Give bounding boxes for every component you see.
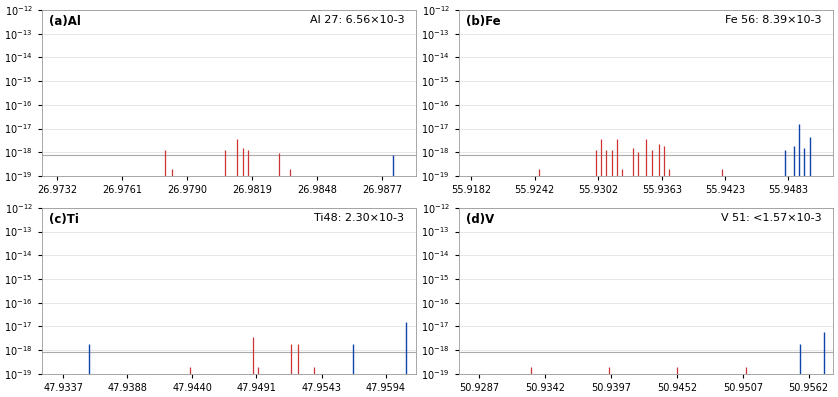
Text: (c)Ti: (c)Ti (49, 213, 79, 226)
Text: (d)V: (d)V (466, 213, 494, 226)
Text: Fe 56: 8.39×10-3: Fe 56: 8.39×10-3 (725, 15, 821, 25)
Text: (b)Fe: (b)Fe (466, 15, 501, 28)
Text: V 51: <1.57×10-3: V 51: <1.57×10-3 (721, 213, 821, 223)
Text: Al 27: 6.56×10-3: Al 27: 6.56×10-3 (310, 15, 405, 25)
Text: (a)Al: (a)Al (49, 15, 81, 28)
Text: Ti48: 2.30×10-3: Ti48: 2.30×10-3 (314, 213, 405, 223)
